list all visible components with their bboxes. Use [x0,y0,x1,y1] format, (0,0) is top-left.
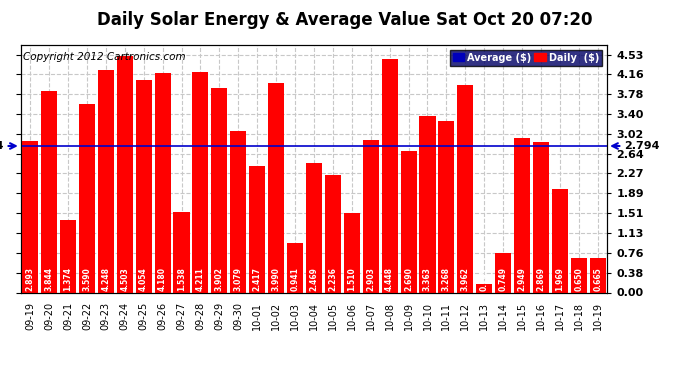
Bar [41,91,57,292]
Text: Copyright 2012 Cartronics.com: Copyright 2012 Cartronics.com [23,53,185,62]
Bar [22,141,38,292]
Bar [268,83,284,292]
Bar [287,243,303,292]
Bar [193,72,208,292]
Bar [230,131,246,292]
Text: 0.650: 0.650 [574,268,583,291]
Bar [382,59,397,292]
Text: 2.893: 2.893 [26,267,34,291]
Text: 3.363: 3.363 [423,268,432,291]
Bar [514,138,530,292]
Bar [173,212,190,292]
Text: 3.268: 3.268 [442,267,451,291]
Text: 3.962: 3.962 [461,268,470,291]
Text: 0.169: 0.169 [480,268,489,291]
Bar [476,284,492,292]
Text: 2.236: 2.236 [328,268,337,291]
Legend: Average ($), Daily  ($): Average ($), Daily ($) [450,50,602,66]
Bar [533,142,549,292]
Bar [155,74,170,292]
Text: 2.469: 2.469 [309,268,319,291]
Bar [438,121,455,292]
Bar [136,80,152,292]
Bar [420,116,435,292]
Bar [325,175,341,292]
Bar [571,258,587,292]
Text: 2.869: 2.869 [537,267,546,291]
Bar [79,104,95,292]
Bar [344,213,359,292]
Text: 4.054: 4.054 [139,268,148,291]
Bar [400,152,417,292]
Bar [60,220,76,292]
Bar [495,253,511,292]
Text: 4.211: 4.211 [196,268,205,291]
Bar [457,85,473,292]
Bar [590,258,606,292]
Text: 0.749: 0.749 [499,267,508,291]
Text: 3.844: 3.844 [45,267,54,291]
Text: 4.180: 4.180 [158,267,167,291]
Bar [363,140,379,292]
Text: 2.794: 2.794 [624,141,660,151]
Text: 1.538: 1.538 [177,268,186,291]
Text: 4.448: 4.448 [385,267,394,291]
Bar [552,189,568,292]
Text: 4.503: 4.503 [120,268,129,291]
Bar [211,88,228,292]
Text: 3.079: 3.079 [234,267,243,291]
Text: 2.949: 2.949 [518,268,526,291]
Text: 1.374: 1.374 [63,267,72,291]
Text: 0.665: 0.665 [593,268,602,291]
Text: 2.794: 2.794 [0,141,3,151]
Text: 2.417: 2.417 [253,267,262,291]
Text: 1.510: 1.510 [347,268,356,291]
Text: 4.248: 4.248 [101,267,110,291]
Text: 3.902: 3.902 [215,268,224,291]
Bar [117,56,132,292]
Bar [249,166,265,292]
Text: 2.690: 2.690 [404,268,413,291]
Text: 1.969: 1.969 [555,268,564,291]
Text: Daily Solar Energy & Average Value Sat Oct 20 07:20: Daily Solar Energy & Average Value Sat O… [97,11,593,29]
Bar [306,163,322,292]
Text: 3.990: 3.990 [272,268,281,291]
Bar [98,70,114,292]
Text: 2.903: 2.903 [366,268,375,291]
Text: 0.941: 0.941 [290,268,299,291]
Text: 3.590: 3.590 [82,268,91,291]
